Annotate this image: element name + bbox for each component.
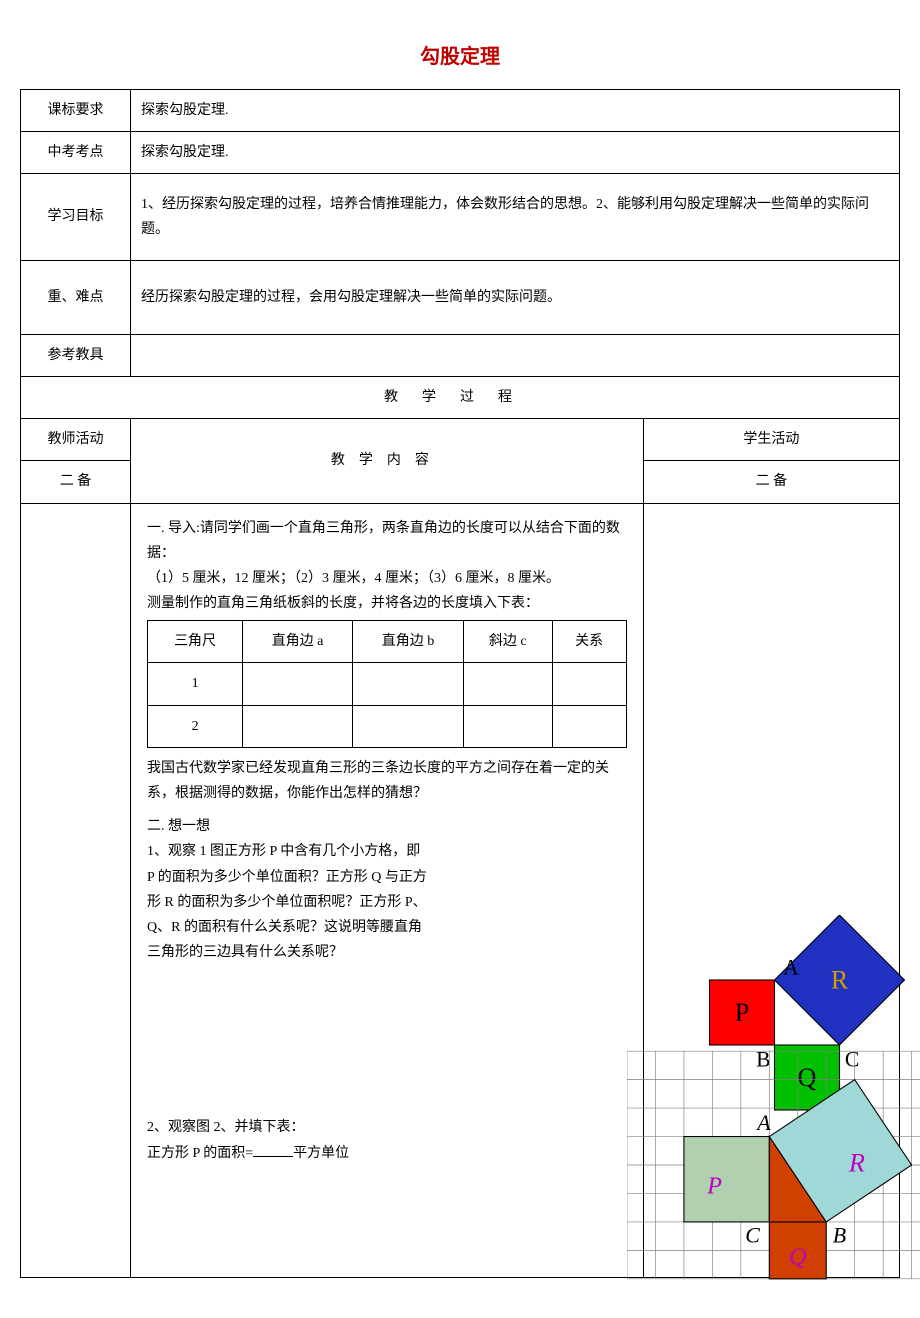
th: 三角尺 (148, 621, 243, 663)
think-title: 二. 想一想 (147, 814, 627, 839)
cell (552, 663, 626, 705)
vertex-A: A (783, 956, 799, 980)
cell (463, 705, 552, 747)
vertex-A2: A (755, 1110, 771, 1135)
vertex-C2: C (745, 1223, 760, 1248)
teacher-notes-cell (21, 503, 131, 1278)
th: 关系 (552, 621, 626, 663)
lesson-plan-table: 课标要求 探索勾股定理. 中考考点 探索勾股定理. 学习目标 1、经历探索勾股定… (20, 89, 900, 1278)
label-P2: P (706, 1174, 722, 1200)
cell (352, 705, 463, 747)
data-entry-table: 三角尺 直角边 a 直角边 b 斜边 c 关系 1 (147, 620, 627, 748)
table-row: 2 (148, 705, 627, 747)
row-content: 探索勾股定理. (131, 90, 900, 132)
think2-line1: 2、观察图 2、并填下表： (147, 1115, 427, 1140)
think1-para: 1、观察 1 图正方形 P 中含有几个小方格，即 P 的面积为多少个单位面积？正… (147, 839, 427, 965)
cell (463, 663, 552, 705)
cell (243, 663, 353, 705)
th: 直角边 a (243, 621, 353, 663)
think2-post: 平方单位 (293, 1146, 349, 1161)
table-row: 三角尺 直角边 a 直角边 b 斜边 c 关系 (148, 621, 627, 663)
row-content: 1、经历探索勾股定理的过程，培养合情推理能力，体会数形结合的思想。2、能够利用勾… (131, 174, 900, 260)
cell: 2 (148, 705, 243, 747)
cell (352, 663, 463, 705)
col-subheader-left: 二 备 (21, 461, 131, 503)
cell (552, 705, 626, 747)
fill-blank (253, 1156, 293, 1157)
row-content: 经历探索勾股定理的过程，会用勾股定理解决一些简单的实际问题。 (131, 260, 900, 334)
label-R: R (830, 966, 848, 995)
guess-para: 我国古代数学家已经发现直角三形的三条边长度的平方之间存在着一定的关系，根据测得的… (147, 756, 627, 806)
th: 斜边 c (463, 621, 552, 663)
document-title: 勾股定理 (20, 40, 900, 69)
cell: 1 (148, 663, 243, 705)
col-header-teacher: 教师活动 (21, 419, 131, 461)
table-row: 1 (148, 663, 627, 705)
row-label: 学习目标 (21, 174, 131, 260)
row-label: 课标要求 (21, 90, 131, 132)
intro-para: 一. 导入:请同学们画一个直角三角形，两条直角边的长度可以从结合下面的数据： (147, 516, 627, 566)
th: 直角边 b (352, 621, 463, 663)
col-header-content: 教学内容 (131, 419, 644, 503)
label-Q2: Q (789, 1245, 806, 1271)
label-R2: R (848, 1149, 865, 1178)
teaching-content-cell: 一. 导入:请同学们画一个直角三角形，两条直角边的长度可以从结合下面的数据： （… (131, 503, 644, 1278)
section-header: 教学过程 (21, 376, 900, 418)
figure-2: P Q R A C B (627, 1045, 920, 1285)
col-subheader-right: 二 备 (643, 461, 899, 503)
row-label: 重、难点 (21, 260, 131, 334)
row-content (131, 334, 900, 376)
cell (243, 705, 353, 747)
row-label: 参考教具 (21, 334, 131, 376)
label-P: P (734, 998, 748, 1027)
col-header-student: 学生活动 (643, 419, 899, 461)
think2-pre: 正方形 P 的面积= (147, 1146, 253, 1161)
think2-line2: 正方形 P 的面积= 平方单位 (147, 1141, 427, 1166)
row-label: 中考考点 (21, 132, 131, 174)
row-content: 探索勾股定理. (131, 132, 900, 174)
vertex-B2: B (832, 1223, 845, 1248)
square-P2 (684, 1137, 769, 1222)
intro-measure: 测量制作的直角三角纸板斜的长度，并将各边的长度填入下表： (147, 591, 627, 616)
intro-data: （1）5 厘米，12 厘米；（2）3 厘米，4 厘米；（3）6 厘米，8 厘米。 (147, 566, 627, 591)
